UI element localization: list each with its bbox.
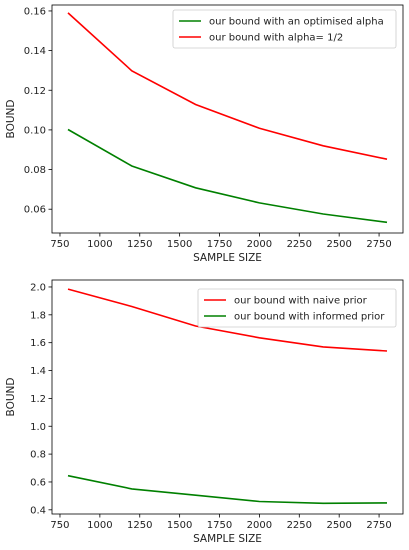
legend-label-0: our bound with naive prior [234, 296, 368, 307]
y-tick-label: 0.10 [24, 125, 46, 136]
x-axis-label: SAMPLE SIZE [193, 533, 262, 545]
legend-box [197, 288, 397, 328]
x-tick-label: 1250 [127, 520, 152, 531]
x-tick-label: 1000 [87, 520, 112, 531]
series-line-1 [67, 474, 388, 505]
y-tick-label: 1.0 [30, 422, 46, 433]
y-axis-label: BOUND [5, 100, 17, 139]
x-tick-label: 1500 [167, 520, 192, 531]
legend-box [172, 9, 397, 49]
series-line-0 [67, 128, 388, 224]
y-tick-label: 0.16 [24, 6, 46, 17]
y-tick-label: 1.8 [30, 310, 46, 321]
plot-frame [51, 4, 404, 234]
y-tick-label: 0.4 [30, 505, 46, 516]
plot-frame [51, 279, 404, 515]
series-line-0 [67, 288, 388, 352]
y-axis-label: BOUND [5, 378, 17, 417]
x-tick-label: 750 [50, 239, 69, 250]
y-tick-label: 0.12 [24, 86, 46, 97]
x-tick-label: 2500 [326, 520, 351, 531]
y-tick-label: 1.6 [30, 338, 46, 349]
x-tick-label: 2250 [287, 520, 312, 531]
x-tick-label: 1500 [167, 239, 192, 250]
series-line-1 [67, 12, 388, 160]
x-tick-label: 2250 [287, 239, 312, 250]
legend-label-1: our bound with informed prior [234, 312, 385, 323]
x-tick-label: 1000 [87, 239, 112, 250]
x-tick-label: 1750 [207, 239, 232, 250]
legend-label-0: our bound with an optimised alpha [209, 17, 384, 28]
y-tick-label: 1.2 [30, 394, 46, 405]
x-tick-label: 2500 [326, 239, 351, 250]
y-tick-label: 2.0 [30, 282, 46, 293]
x-tick-label: 1250 [127, 239, 152, 250]
chart-top: 750 1000 1250 1500 1750 2000 2250 2500 2750 0.06 0… [5, 4, 404, 264]
x-tick-label: 2750 [366, 520, 391, 531]
x-tick-label: 2750 [366, 239, 391, 250]
y-tick-label: 0.8 [30, 450, 46, 461]
x-tick-label: 1750 [207, 520, 232, 531]
legend-label-1: our bound with alpha= 1/2 [209, 33, 343, 44]
y-tick-label: 0.6 [30, 477, 46, 488]
y-tick-label: 0.14 [24, 46, 46, 57]
x-tick-label: 2000 [247, 239, 272, 250]
y-tick-label: 0.08 [24, 165, 46, 176]
chart-bottom: 750 1000 1250 1500 1750 2000 2250 2500 2750 0.4 0.… [5, 279, 404, 545]
x-tick-label: 2000 [247, 520, 272, 531]
x-tick-label: 750 [50, 520, 69, 531]
y-tick-label: 1.4 [30, 366, 46, 377]
y-tick-label: 0.06 [24, 205, 46, 216]
x-axis-label: SAMPLE SIZE [193, 252, 262, 264]
